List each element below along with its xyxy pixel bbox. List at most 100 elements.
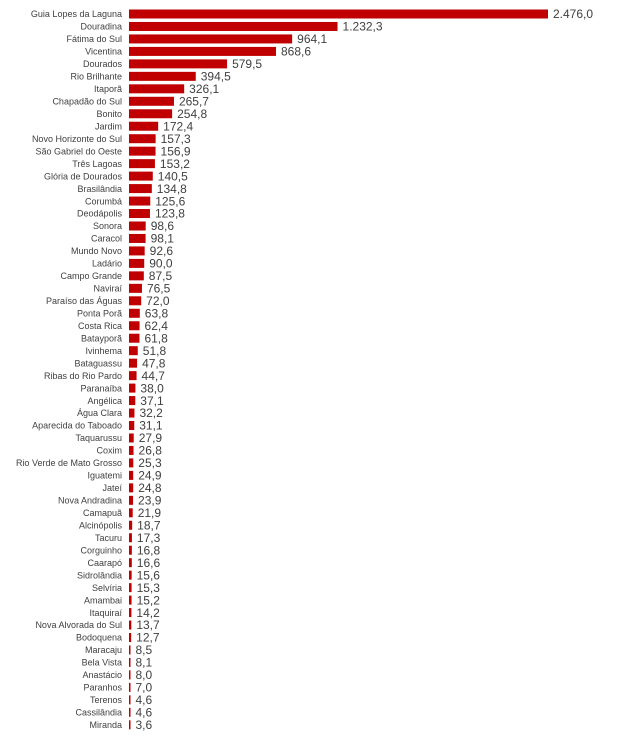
category-label: Sidrolândia xyxy=(77,570,122,580)
bar xyxy=(129,583,132,593)
category-label: São Gabriel do Oeste xyxy=(35,146,122,156)
category-label: Deodápolis xyxy=(77,209,123,219)
value-label: 3,6 xyxy=(136,718,153,732)
bar xyxy=(129,445,134,455)
bar xyxy=(129,71,196,81)
category-label: Corguinho xyxy=(80,545,122,555)
value-label: 14,2 xyxy=(136,606,160,620)
category-label: Bonito xyxy=(96,109,122,119)
bar xyxy=(129,321,140,331)
value-label: 18,7 xyxy=(137,518,161,532)
category-label: Brasilândia xyxy=(77,184,122,194)
value-label: 8,1 xyxy=(136,656,153,670)
value-label: 579,5 xyxy=(232,57,262,71)
bar xyxy=(129,196,151,206)
bar xyxy=(129,495,134,505)
value-label: 51,8 xyxy=(143,344,167,358)
value-label: 17,3 xyxy=(137,531,161,545)
bar xyxy=(129,433,134,443)
bar xyxy=(129,358,138,368)
category-label: Angélica xyxy=(87,396,122,406)
value-label: 13,7 xyxy=(136,618,160,632)
value-labels: 2.476,01.232,3964,1868,6579,5394,5326,12… xyxy=(136,7,594,732)
bar xyxy=(129,458,134,468)
category-label: Jateí xyxy=(102,483,122,493)
category-label: Chapadão do Sul xyxy=(52,96,122,106)
category-label: Paranaíba xyxy=(80,383,122,393)
value-label: 27,9 xyxy=(139,431,163,445)
bar xyxy=(129,545,132,555)
bar xyxy=(129,333,140,343)
bar xyxy=(129,707,131,717)
value-label: 63,8 xyxy=(145,306,169,320)
category-label: Itaquiraí xyxy=(89,608,122,618)
value-label: 61,8 xyxy=(144,331,168,345)
value-label: 172,4 xyxy=(163,119,193,133)
category-label: Aparecida do Taboado xyxy=(32,421,122,431)
value-label: 24,9 xyxy=(138,469,162,483)
bar xyxy=(129,421,135,431)
value-label: 153,2 xyxy=(160,157,190,171)
bar xyxy=(129,159,155,169)
bar xyxy=(129,657,131,667)
category-label: Ladário xyxy=(92,259,122,269)
bar xyxy=(129,308,140,318)
bar xyxy=(129,633,132,642)
value-label: 123,8 xyxy=(155,207,185,221)
bar xyxy=(129,520,133,530)
bar xyxy=(129,670,131,680)
value-label: 23,9 xyxy=(138,494,162,508)
category-label: Caarapó xyxy=(87,558,122,568)
bar xyxy=(129,146,156,156)
category-label: Ivinhema xyxy=(85,346,122,356)
bar xyxy=(129,121,159,131)
bar xyxy=(129,283,142,293)
bar xyxy=(129,46,276,56)
bar xyxy=(129,171,153,181)
category-label: Naviraí xyxy=(93,284,122,294)
category-label: Maracaju xyxy=(85,645,122,655)
category-label: Dourados xyxy=(83,59,123,69)
bar xyxy=(129,209,150,219)
category-label: Terenos xyxy=(90,695,123,705)
bar xyxy=(129,608,132,618)
category-label: Corumbá xyxy=(85,196,122,206)
category-label: Rio Verde de Mato Grosso xyxy=(16,458,122,468)
bar xyxy=(129,682,131,692)
category-label: Rio Brilhante xyxy=(70,72,122,82)
bar xyxy=(129,84,185,94)
value-label: 32,2 xyxy=(139,406,163,420)
category-label: Coxim xyxy=(96,446,122,456)
category-label: Selvíria xyxy=(92,583,122,593)
category-label: Vicentina xyxy=(85,47,122,57)
value-label: 72,0 xyxy=(146,294,170,308)
category-label: Costa Rica xyxy=(78,321,122,331)
category-label: Miranda xyxy=(89,720,122,730)
value-label: 12,7 xyxy=(136,631,160,645)
category-label: Jardim xyxy=(95,121,122,131)
bar xyxy=(129,620,132,630)
category-label: Douradina xyxy=(80,22,122,32)
value-label: 98,6 xyxy=(151,219,175,233)
bar xyxy=(129,258,145,268)
value-label: 140,5 xyxy=(158,169,188,183)
value-label: 47,8 xyxy=(142,356,166,370)
category-label: Campo Grande xyxy=(60,271,122,281)
category-label: Bodoquena xyxy=(76,633,122,643)
category-label: Fátima do Sul xyxy=(66,34,122,44)
value-label: 38,0 xyxy=(140,381,164,395)
bar xyxy=(129,396,136,406)
category-label: Ponta Porã xyxy=(77,308,122,318)
bar xyxy=(129,109,173,119)
value-label: 16,6 xyxy=(137,556,161,570)
value-label: 25,3 xyxy=(138,456,162,470)
category-label: Nova Alvorada do Sul xyxy=(35,620,122,630)
bar xyxy=(129,508,133,518)
bar xyxy=(129,246,145,256)
value-label: 16,8 xyxy=(137,543,161,557)
bar xyxy=(129,233,146,243)
value-label: 964,1 xyxy=(297,32,327,46)
value-label: 157,3 xyxy=(161,132,191,146)
value-label: 76,5 xyxy=(147,282,171,296)
